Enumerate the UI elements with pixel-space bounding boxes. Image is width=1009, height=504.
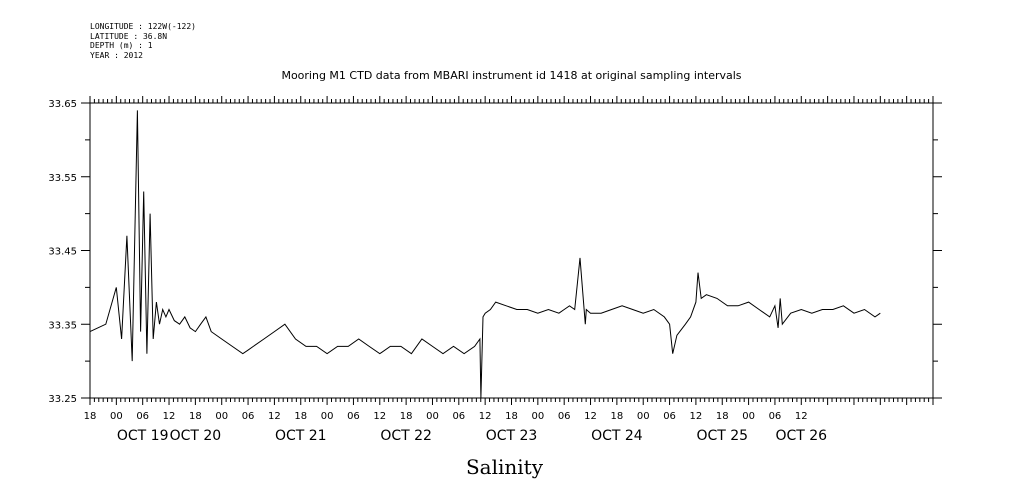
- x-hour-label: 18: [505, 411, 518, 422]
- x-hour-label: 00: [426, 411, 439, 422]
- x-hour-label: 06: [452, 411, 465, 422]
- y-tick-label: 33.25: [48, 394, 77, 405]
- x-hour-label: 12: [795, 411, 808, 422]
- x-hour-label: 00: [637, 411, 650, 422]
- x-hour-label: 18: [294, 411, 307, 422]
- x-day-label: OCT 19: [117, 428, 169, 444]
- y-tick-label: 33.55: [48, 173, 77, 184]
- x-day-label: OCT 24: [591, 428, 643, 444]
- x-hour-label: 00: [742, 411, 755, 422]
- x-day-label: OCT 25: [696, 428, 748, 444]
- x-hour-label: 00: [215, 411, 228, 422]
- x-hour-label: 06: [769, 411, 782, 422]
- x-hour-label: 12: [479, 411, 492, 422]
- x-hour-label: 06: [663, 411, 676, 422]
- y-tick-label: 33.65: [48, 99, 77, 110]
- x-hour-label: 12: [373, 411, 386, 422]
- metadata-block: LONGITUDE : 122W(-122) LATITUDE : 36.8N …: [90, 22, 196, 60]
- x-hour-label: 18: [716, 411, 729, 422]
- x-hour-label: 00: [531, 411, 544, 422]
- variable-label: Salinity: [465, 455, 544, 479]
- x-hour-label: 18: [611, 411, 624, 422]
- x-hour-label: 12: [690, 411, 703, 422]
- y-tick-label: 33.45: [48, 247, 77, 258]
- latitude-label: LATITUDE : 36.8N: [90, 31, 168, 41]
- x-hour-label: 00: [321, 411, 334, 422]
- plot-frame: [89, 102, 934, 399]
- chart-title: Mooring M1 CTD data from MBARI instrumen…: [281, 69, 742, 82]
- x-hour-label: 06: [558, 411, 571, 422]
- x-hour-label: 18: [189, 411, 202, 422]
- x-day-label: OCT 21: [275, 428, 327, 444]
- x-hour-label: 18: [84, 411, 97, 422]
- depth-label: DEPTH (m) : 1: [90, 41, 153, 50]
- x-day-label: OCT 23: [486, 428, 538, 444]
- year-label: YEAR : 2012: [90, 50, 143, 60]
- x-day-label: OCT 22: [380, 428, 432, 444]
- x-hour-label: 06: [347, 411, 360, 422]
- x-day-label: OCT 20: [170, 428, 222, 444]
- salinity-series-line: [89, 110, 881, 399]
- x-hour-label: 12: [268, 411, 281, 422]
- x-hour-label: 18: [400, 411, 413, 422]
- x-hour-label: 12: [584, 411, 597, 422]
- y-tick-label: 33.35: [48, 320, 77, 331]
- x-day-label: OCT 26: [775, 428, 827, 444]
- longitude-label: LONGITUDE : 122W(-122): [90, 22, 196, 31]
- x-hour-label: 00: [110, 411, 123, 422]
- x-hour-label: 06: [242, 411, 255, 422]
- x-hour-label: 06: [136, 411, 149, 422]
- x-hour-label: 12: [163, 411, 176, 422]
